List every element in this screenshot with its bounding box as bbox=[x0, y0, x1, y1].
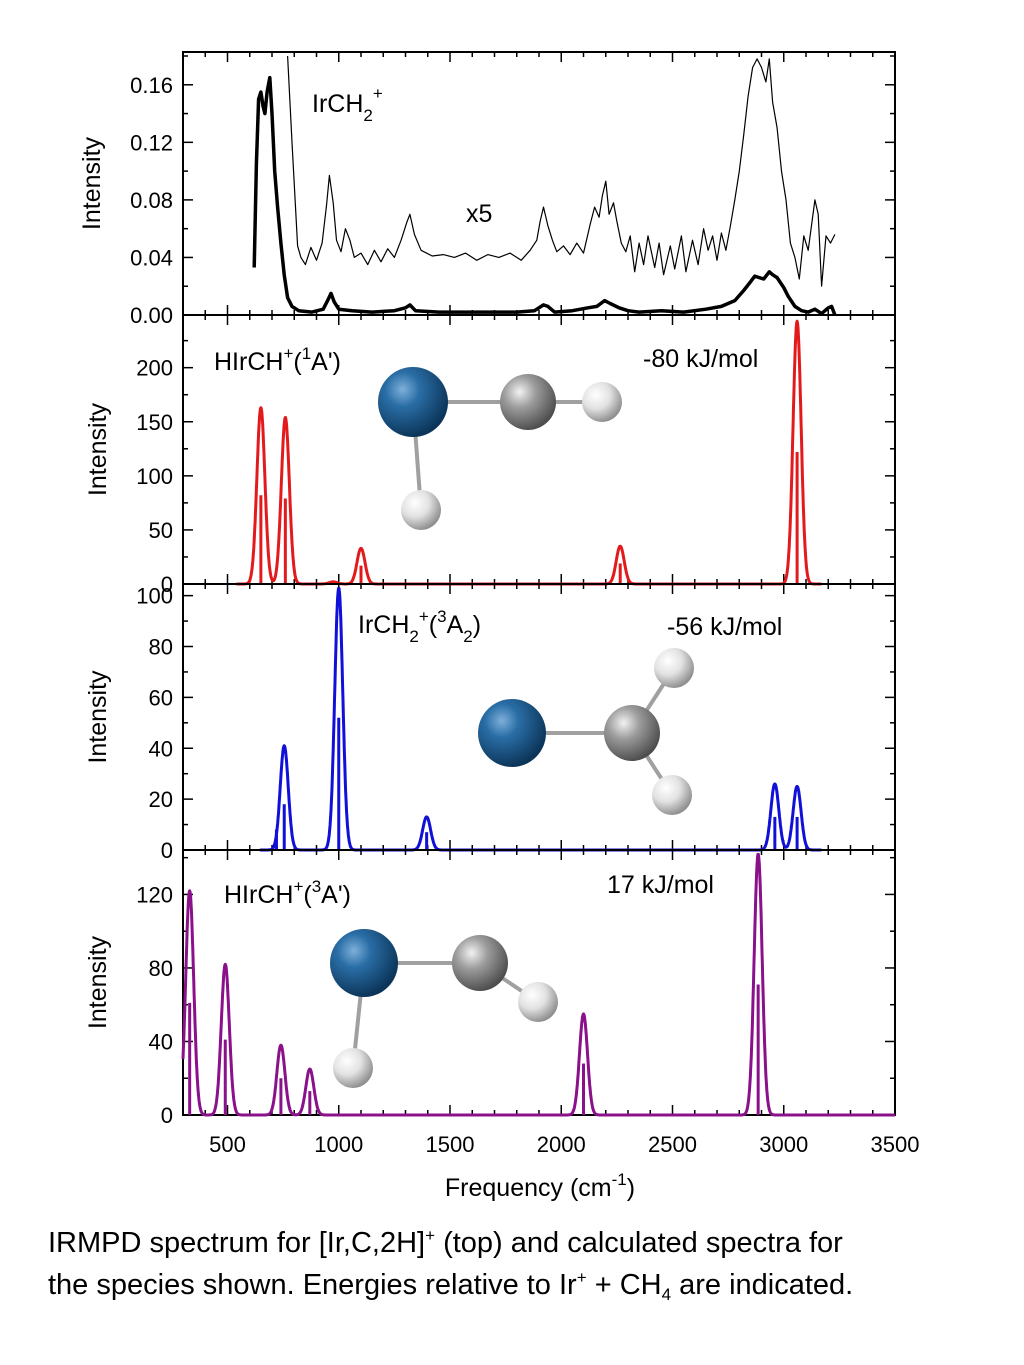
h-atom bbox=[654, 648, 694, 688]
y-axis-label: Intensity bbox=[84, 670, 112, 764]
y-tick-label: 200 bbox=[136, 356, 173, 381]
y-tick-label: 0.16 bbox=[130, 73, 173, 98]
energy-panel-2: -80 kJ/mol bbox=[643, 345, 758, 373]
figure: 0.00 0.04 0.08 0.12 0.16 Intensity 0 50 100 150 20… bbox=[78, 51, 920, 1202]
y-axis-label: Intensity bbox=[84, 935, 112, 1029]
y-tick-label: 0.08 bbox=[130, 188, 173, 213]
series-irmpd-x5 bbox=[287, 55, 836, 287]
y-tick-label: 40 bbox=[149, 736, 173, 761]
label-panel-3: IrCH2+(3A2) bbox=[358, 607, 481, 646]
energy-panel-4: 17 kJ/mol bbox=[607, 871, 714, 899]
h-atom bbox=[333, 1048, 373, 1088]
caption-line-2: the species shown. Energies relative to … bbox=[48, 1268, 854, 1304]
panels: 0.00 0.04 0.08 0.12 0.16 Intensity 0 50 100 150 20… bbox=[78, 51, 920, 1157]
ir-atom bbox=[478, 699, 546, 767]
x-axis-label: Frequency (cm-1) bbox=[445, 1170, 635, 1202]
h-atom bbox=[401, 490, 441, 530]
y-tick-label: 60 bbox=[149, 685, 173, 710]
y-tick-label: 50 bbox=[149, 518, 173, 543]
c-atom bbox=[500, 374, 556, 430]
y-axis-label: Intensity bbox=[78, 136, 106, 230]
label-top-panel: IrCH2+ bbox=[312, 84, 383, 125]
y-tick-label: 0 bbox=[161, 572, 173, 597]
c-atom bbox=[604, 705, 660, 761]
y-tick-label: 0.00 bbox=[130, 303, 173, 328]
x-tick-label: 2000 bbox=[537, 1132, 586, 1157]
h-atom bbox=[518, 982, 558, 1022]
y-tick-label: 0 bbox=[161, 838, 173, 863]
x-tick-label: 1000 bbox=[314, 1132, 363, 1157]
molecule-hirch-1a bbox=[378, 367, 622, 530]
y-tick-label: 80 bbox=[149, 956, 173, 981]
y-axis-label: Intensity bbox=[84, 402, 112, 496]
label-panel-2: HIrCH+(1A') bbox=[214, 344, 341, 376]
y-tick-label: 100 bbox=[136, 464, 173, 489]
y-tick-label: 0 bbox=[161, 1103, 173, 1128]
energy-panel-3: -56 kJ/mol bbox=[667, 613, 782, 641]
caption-line-1: IRMPD spectrum for [Ir,C,2H]+ (top) and … bbox=[48, 1226, 843, 1259]
label-panel-4: HIrCH+(3A') bbox=[224, 877, 351, 909]
x-tick-label: 3000 bbox=[759, 1132, 808, 1157]
molecule-irch2-3a2 bbox=[478, 648, 694, 815]
x-tick-label: 2500 bbox=[648, 1132, 697, 1157]
h-atom bbox=[652, 775, 692, 815]
y-tick-label: 150 bbox=[136, 410, 173, 435]
y-tick-label: 100 bbox=[136, 584, 173, 609]
molecule-hirch-3a bbox=[330, 929, 558, 1088]
series-irmpd bbox=[252, 75, 837, 316]
x-tick-label: 500 bbox=[209, 1132, 246, 1157]
y-tick-label: 0.04 bbox=[130, 245, 173, 270]
y-tick-label: 80 bbox=[149, 635, 173, 660]
label-x5: x5 bbox=[466, 200, 492, 228]
y-tick-label: 40 bbox=[149, 1029, 173, 1054]
figure-caption: IRMPD spectrum for [Ir,C,2H]+ (top) and … bbox=[48, 1222, 988, 1306]
x-tick-label: 1500 bbox=[426, 1132, 475, 1157]
y-tick-label: 20 bbox=[149, 787, 173, 812]
h-atom bbox=[582, 382, 622, 422]
x-tick-label: 3500 bbox=[871, 1132, 920, 1157]
ir-atom bbox=[330, 929, 398, 997]
calculated-spectrum bbox=[181, 852, 897, 1117]
c-atom bbox=[452, 935, 508, 991]
y-tick-label: 0.12 bbox=[130, 130, 173, 155]
ir-atom bbox=[378, 367, 448, 437]
y-tick-label: 120 bbox=[136, 882, 173, 907]
